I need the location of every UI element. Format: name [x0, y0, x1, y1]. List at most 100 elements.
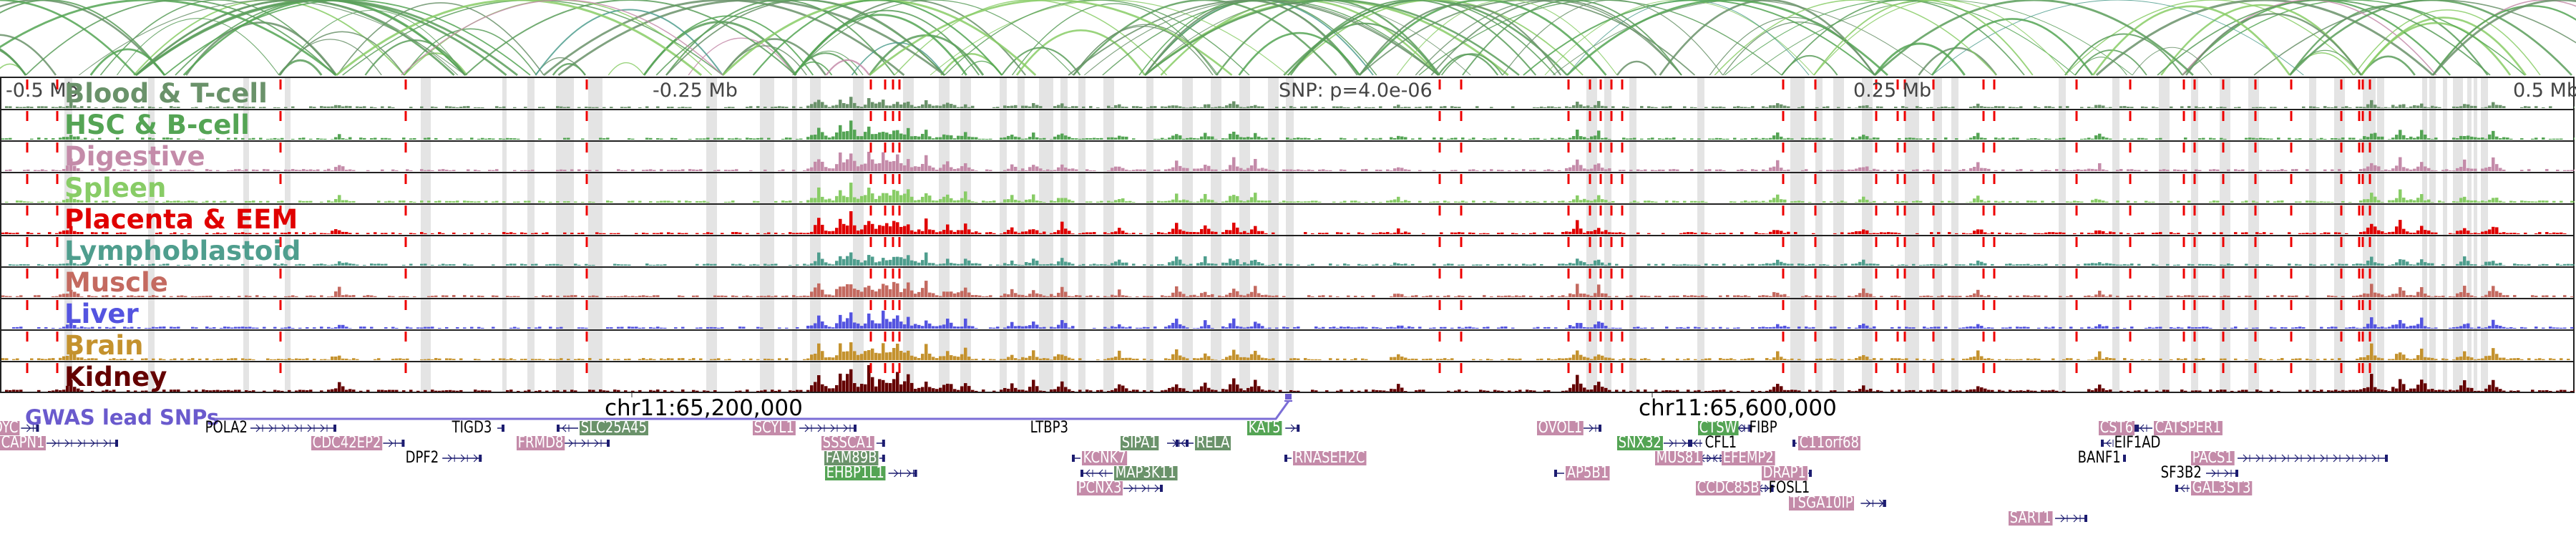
signal-bar: [399, 200, 402, 203]
signal-bar: [223, 390, 227, 392]
signal-bar: [1168, 168, 1171, 171]
signal-bar: [599, 390, 602, 392]
signal-bar: [2009, 359, 2012, 360]
signal-bar: [950, 230, 953, 234]
signal-bar: [570, 295, 574, 297]
signal-bar: [831, 136, 835, 140]
signal-bar: [1869, 107, 1873, 108]
signal-bar: [391, 296, 395, 297]
signal-bar: [545, 232, 549, 234]
signal-bar: [717, 358, 721, 360]
signal-bar: [1322, 295, 1325, 297]
signal-bar: [59, 170, 62, 171]
signal-bar: [889, 259, 892, 266]
signal-bar: [660, 358, 663, 360]
signal-bar: [1404, 137, 1407, 140]
signal-bar: [1007, 357, 1010, 360]
signal-bar: [1930, 263, 1933, 266]
signal-bar: [1958, 390, 1962, 392]
signal-bar: [1229, 103, 1232, 108]
signal-bar: [1053, 389, 1057, 392]
signal-bar: [298, 327, 302, 329]
signal-bar: [1143, 169, 1146, 171]
signal-bar: [2556, 263, 2560, 266]
signal-bar: [2441, 264, 2445, 266]
signal-bar: [1683, 138, 1687, 140]
signal-bar: [427, 137, 431, 140]
signal-bar: [2506, 137, 2509, 140]
signal-bar: [717, 327, 721, 329]
signal-bar: [763, 107, 767, 108]
signal-bar: [1171, 228, 1175, 234]
signal-bar: [2395, 262, 2399, 266]
signal-bar: [2087, 359, 2091, 360]
signal-bar: [1118, 350, 1121, 360]
signal-bar: [917, 357, 921, 360]
signal-bar: [1687, 326, 1690, 329]
signal-bar: [331, 106, 334, 108]
signal-bar: [2030, 296, 2034, 297]
signal-bar: [1855, 295, 1858, 297]
signal-bar: [1179, 106, 1182, 108]
signal-bar: [1182, 263, 1186, 266]
signal-bar: [1186, 107, 1189, 108]
signal-bar: [1511, 296, 1515, 297]
signal-bar: [2005, 359, 2009, 360]
signal-bar: [1060, 133, 1064, 140]
signal-bar: [2212, 295, 2216, 297]
signal-bar: [699, 327, 703, 329]
signal-bar: [1640, 358, 1644, 360]
signal-bar: [9, 264, 12, 266]
signal-bar: [59, 202, 62, 203]
signal-bar: [234, 358, 238, 360]
signal-bar: [2492, 319, 2495, 329]
signal-bar: [789, 264, 792, 266]
signal-bar: [2241, 232, 2245, 234]
signal-bar: [835, 261, 839, 266]
signal-bar: [1719, 106, 1722, 108]
signal-bar: [860, 384, 864, 392]
signal-bar: [620, 107, 624, 108]
signal-bar: [1568, 137, 1572, 140]
signal-bar: [935, 232, 939, 234]
signal-bar: [1973, 389, 1976, 392]
signal-bar: [2298, 326, 2302, 329]
signal-bar: [2309, 106, 2313, 108]
signal-bar: [1200, 326, 1204, 329]
signal-bar: [2069, 358, 2073, 360]
signal-bar: [1865, 199, 1869, 203]
signal-bar: [2087, 168, 2091, 171]
signal-bar: [2109, 294, 2112, 297]
signal-bar: [155, 296, 159, 297]
signal-bar: [849, 342, 853, 360]
signal-bar: [588, 107, 592, 108]
signal-bar: [928, 136, 932, 140]
signal-bar: [2456, 357, 2459, 360]
signal-bar: [799, 232, 803, 234]
signal-bar: [1200, 228, 1204, 234]
signal-bar: [338, 195, 341, 203]
signal-bar: [1858, 293, 1862, 297]
signal-bar: [828, 137, 831, 140]
signal-bar: [288, 358, 291, 360]
signal-bar: [678, 170, 681, 171]
signal-bar: [2499, 357, 2502, 360]
signal-bar: [2087, 233, 2091, 234]
signal-bar: [2177, 358, 2180, 360]
signal-bar: [1229, 323, 1232, 329]
signal-bar: [1193, 106, 1196, 108]
signal-bar: [431, 106, 434, 108]
signal-bar: [1958, 296, 1962, 297]
signal-bar: [2488, 355, 2492, 360]
signal-bar: [1007, 106, 1010, 108]
signal-bar: [2406, 200, 2409, 203]
signal-bar: [2463, 104, 2467, 108]
signal-bar: [950, 322, 953, 329]
signal-bar: [885, 285, 889, 297]
signal-bar: [1221, 201, 1225, 203]
signal-bar: [742, 264, 746, 266]
signal-bar: [2309, 233, 2313, 234]
interaction-arc: [1440, 53, 1503, 76]
signal-bar: [2373, 355, 2377, 360]
signal-bar: [1465, 326, 1468, 329]
